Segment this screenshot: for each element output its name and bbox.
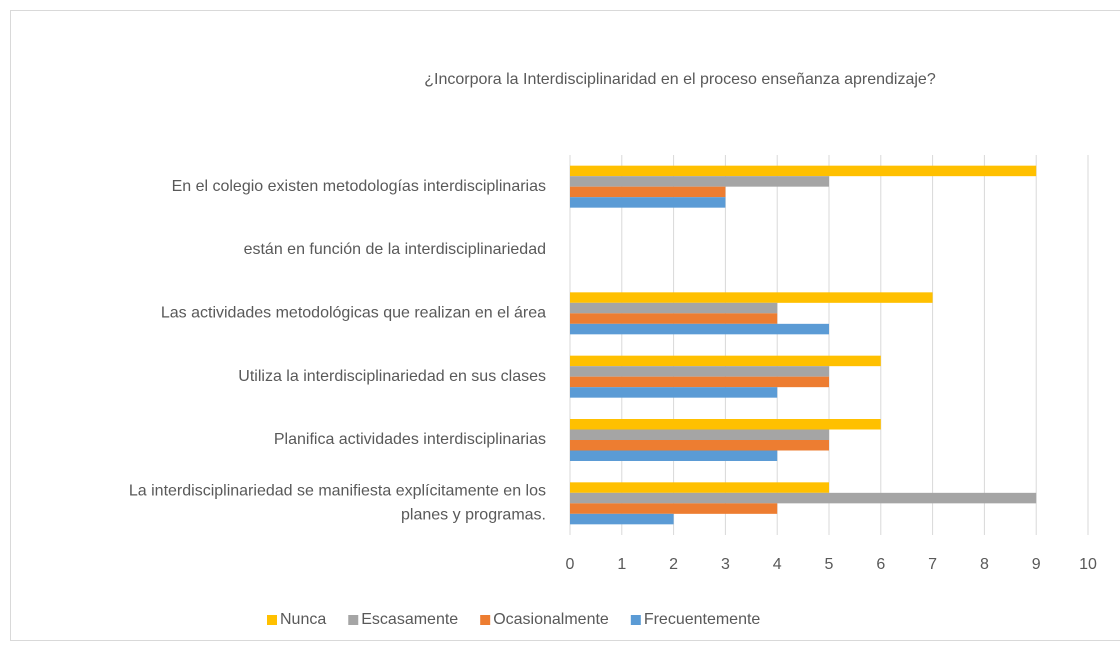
bar <box>570 482 829 493</box>
bar <box>570 376 829 388</box>
bar <box>570 323 829 335</box>
bar <box>570 302 778 314</box>
x-tick-label: 3 <box>721 556 730 573</box>
y-tick-label: Utiliza la interdisciplinariedad en sus … <box>238 368 546 385</box>
x-tick-label: 0 <box>566 556 575 573</box>
legend-swatch <box>267 615 277 625</box>
x-tick-label: 5 <box>825 556 834 573</box>
x-tick-label: 9 <box>1032 556 1041 573</box>
y-tick-label: En el colegio existen metodologías inter… <box>172 178 546 195</box>
legend-swatch <box>630 615 641 625</box>
x-tick-label: 8 <box>980 556 989 573</box>
bar <box>570 186 726 198</box>
chart-title: ¿Incorpora la Interdisciplinaridad en el… <box>424 71 936 88</box>
legend-label: Escasamente <box>361 611 458 628</box>
bar <box>570 419 881 430</box>
legend-label: Frecuentemente <box>644 611 761 628</box>
bar <box>570 165 1037 177</box>
bar <box>570 197 726 208</box>
bar <box>570 450 778 461</box>
bar <box>570 355 881 367</box>
x-tick-label: 2 <box>669 556 678 573</box>
x-tick-label: 1 <box>617 556 626 573</box>
bar <box>570 440 829 451</box>
bar <box>570 387 778 398</box>
x-tick-label: 6 <box>876 556 885 573</box>
chart-frame <box>10 10 1120 641</box>
legend-label: Nunca <box>280 611 326 628</box>
y-tick-label: Planifica actividades interdisciplinaria… <box>274 431 546 448</box>
bar <box>570 513 674 525</box>
x-tick-label: 4 <box>773 556 782 573</box>
y-tick-label: están en función de la interdisciplinari… <box>244 241 546 258</box>
bar <box>570 292 933 303</box>
x-tick-label: 7 <box>928 556 937 573</box>
bar <box>570 503 778 514</box>
legend-swatch <box>348 615 359 625</box>
bar <box>570 492 1037 504</box>
x-tick-label: 10 <box>1079 556 1097 573</box>
y-tick-label: Las actividades metodológicas que realiz… <box>161 305 546 322</box>
legend-label: Ocasionalmente <box>493 611 609 628</box>
bar <box>570 429 829 440</box>
bar <box>570 176 829 187</box>
bar <box>570 313 778 324</box>
bar <box>570 366 829 377</box>
legend-swatch <box>480 615 491 625</box>
y-tick-label: La interdisciplinariedad se manifiesta e… <box>129 483 546 524</box>
